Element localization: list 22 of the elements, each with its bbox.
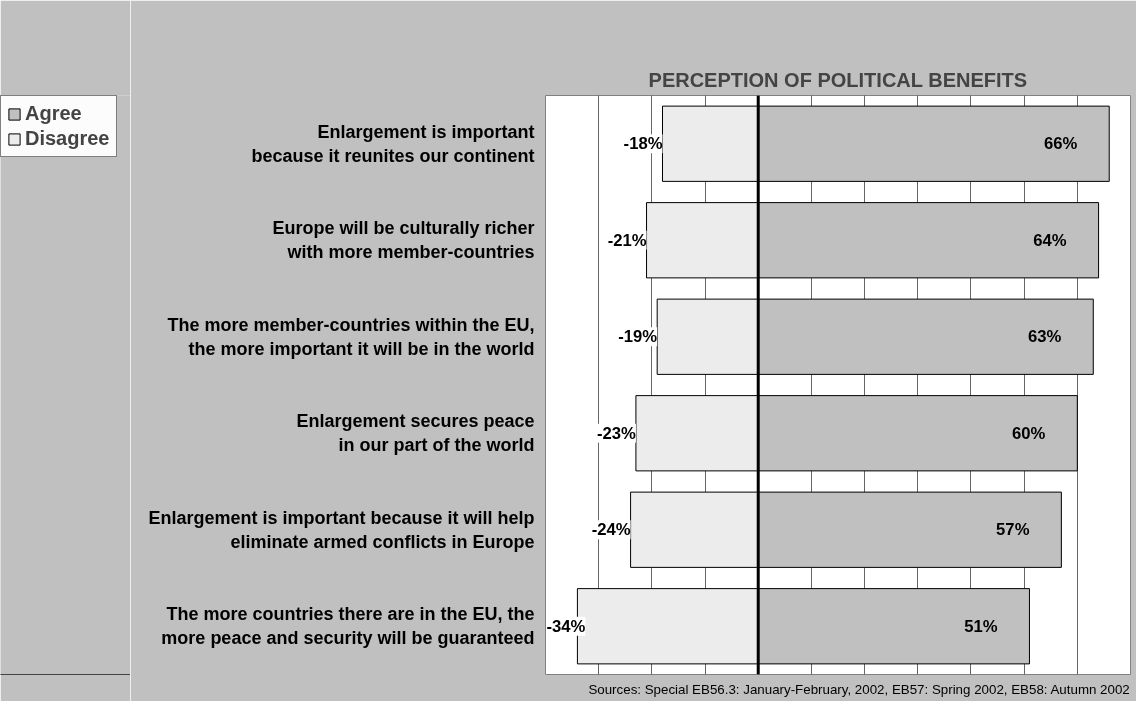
data-label: -18% bbox=[623, 134, 663, 154]
data-label: -24% bbox=[591, 520, 631, 540]
data-label: -23% bbox=[597, 423, 637, 443]
y-tick-label: Enlargement is important because it reunites our continent bbox=[251, 121, 535, 166]
data-label: 64% bbox=[1033, 230, 1067, 250]
data-label: -19% bbox=[618, 327, 658, 347]
legend-label: Disagree bbox=[25, 127, 110, 150]
data-label: -21% bbox=[607, 230, 647, 250]
legend-label: Agree bbox=[25, 102, 82, 125]
y-tick-label: The more countries there are in the EU, the more peace and security will be guaranteed bbox=[161, 604, 535, 649]
source-note: Sources: Special EB56.3: January-February, 2002, EB57: Spring 2002, EB58: Autumn 2002 bbox=[588, 681, 1130, 697]
y-tick-label: Enlargement secures peace in our part of the world bbox=[296, 411, 535, 456]
y-tick-label: The more member-countries within the EU, the more important it will be in the world bbox=[167, 314, 535, 359]
data-label: 60% bbox=[1012, 423, 1046, 443]
y-tick-label: Europe will be culturally richer with more member-countries bbox=[272, 218, 535, 263]
chart-title: PERCEPTION OF POLITICAL BENEFITS bbox=[648, 68, 1028, 91]
data-label: 57% bbox=[996, 520, 1030, 540]
data-label: 66% bbox=[1043, 134, 1078, 154]
data-label: 63% bbox=[1028, 327, 1062, 347]
data-label: -34% bbox=[546, 616, 586, 636]
y-tick-label: Enlargement is important because it will help eliminate armed conflicts in Europe bbox=[148, 507, 535, 552]
data-label: 51% bbox=[964, 616, 998, 636]
